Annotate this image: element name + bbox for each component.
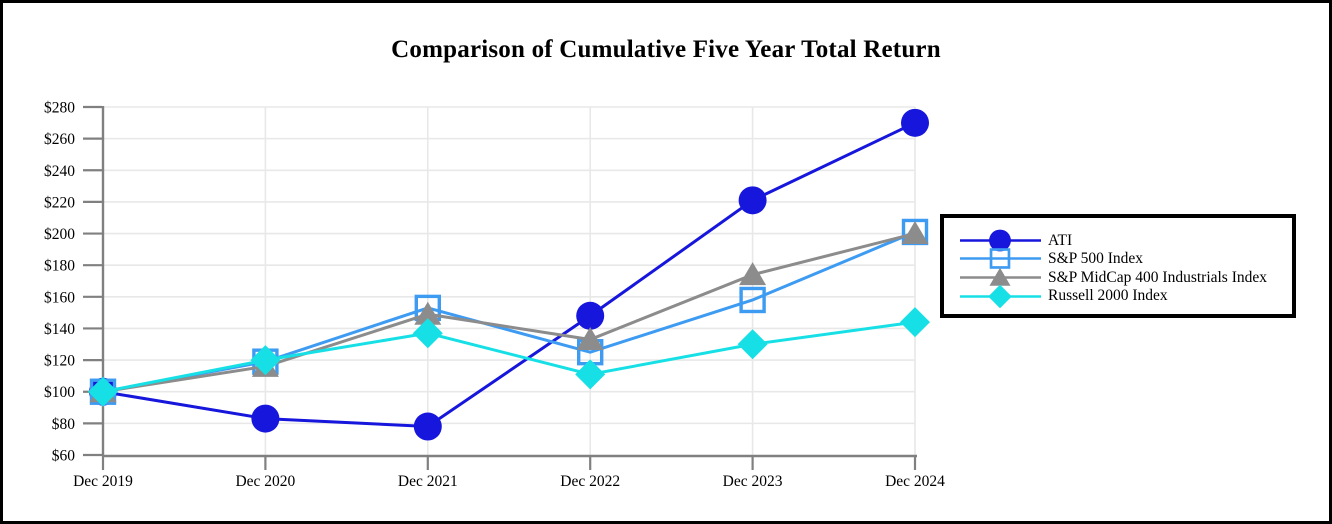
- diamond-marker-icon: [88, 376, 118, 407]
- y-axis-tick-label: $200: [44, 226, 75, 243]
- circle-marker-icon: [989, 229, 1011, 252]
- series-line: [102, 121, 916, 429]
- legend-swatch: [960, 229, 1041, 252]
- legend-item-russell-2000-index: Russell 2000 Index: [960, 284, 1292, 308]
- legend-label: S&P MidCap 400 Industrials Index: [1048, 268, 1268, 286]
- legend-label: S&P 500 Index: [1048, 250, 1144, 268]
- diamond-marker-icon: [412, 318, 443, 349]
- x-axis-tick-label: Dec 2019: [73, 473, 133, 490]
- y-axis-tick-label: $220: [44, 194, 75, 211]
- circle-marker-icon: [251, 404, 280, 433]
- triangle-marker-icon: [989, 267, 1011, 286]
- circle-marker-icon: [413, 412, 442, 441]
- y-axis-tick-label: $60: [52, 448, 76, 465]
- series-ati: [89, 108, 929, 441]
- legend-rows: ATI S&P 500 Index S&P MidCap 400 Industria…: [960, 229, 1292, 308]
- y-axis-tick-label: $140: [44, 321, 75, 338]
- legend-swatch: [960, 284, 1041, 308]
- y-axis-tick-label: $120: [44, 353, 75, 370]
- x-axis-tick-label: Dec 2023: [723, 473, 783, 490]
- x-axis-tick-label: Dec 2022: [560, 473, 620, 490]
- line-chart: $60 $80 $100 $120 $140 $160 $180 $200 $220 $240 $2…: [44, 100, 945, 491]
- triangle-marker-icon: [576, 327, 604, 351]
- y-axis-tick-label: $240: [44, 163, 75, 180]
- legend-label: Russell 2000 Index: [1048, 287, 1168, 305]
- diamond-marker-icon: [900, 307, 930, 338]
- circle-marker-icon: [738, 186, 767, 215]
- y-axis-tick-label: $160: [44, 289, 75, 306]
- open-square-marker-icon: [739, 286, 766, 314]
- diamond-marker-icon: [250, 345, 281, 376]
- legend-label: ATI: [1048, 231, 1073, 249]
- diamond-marker-icon: [575, 359, 606, 390]
- series-s-p-500-index: [89, 218, 929, 405]
- circle-marker-icon: [576, 301, 605, 330]
- y-axis-tick-label: $260: [44, 131, 75, 148]
- series-s-p-midcap-400-industrials-index: [89, 221, 929, 403]
- triangle-marker-icon: [414, 301, 442, 325]
- legend-item-s-p-500-index: S&P 500 Index: [960, 248, 1292, 270]
- triangle-marker-icon: [739, 262, 767, 286]
- diamond-marker-icon: [737, 329, 768, 360]
- legend: ATI S&P 500 Index S&P MidCap 400 Industria…: [940, 214, 1296, 318]
- chart-title: Comparison of Cumulative Five Year Total…: [391, 36, 941, 63]
- y-axis-tick-label: $80: [52, 416, 76, 433]
- x-axis-tick-label: Dec 2024: [885, 473, 945, 490]
- legend-item-ati: ATI: [960, 229, 1292, 252]
- y-axis-tick-label: $180: [44, 258, 75, 275]
- y-axis-tick-label: $100: [44, 384, 75, 401]
- legend-item-s-p-midcap-400-industrials-index: S&P MidCap 400 Industrials Index: [960, 267, 1292, 287]
- y-axis-tick-label: $280: [44, 100, 75, 117]
- diamond-marker-icon: [988, 284, 1012, 308]
- series-line: [102, 232, 916, 394]
- series-russell-2000-index: [88, 307, 930, 407]
- triangle-marker-icon: [901, 221, 929, 245]
- x-axis-tick-label: Dec 2020: [235, 473, 295, 490]
- series-line: [102, 320, 916, 394]
- circle-marker-icon: [901, 108, 929, 137]
- legend-swatch: [960, 248, 1041, 270]
- legend-swatch: [960, 267, 1041, 286]
- x-axis-tick-label: Dec 2021: [398, 473, 458, 490]
